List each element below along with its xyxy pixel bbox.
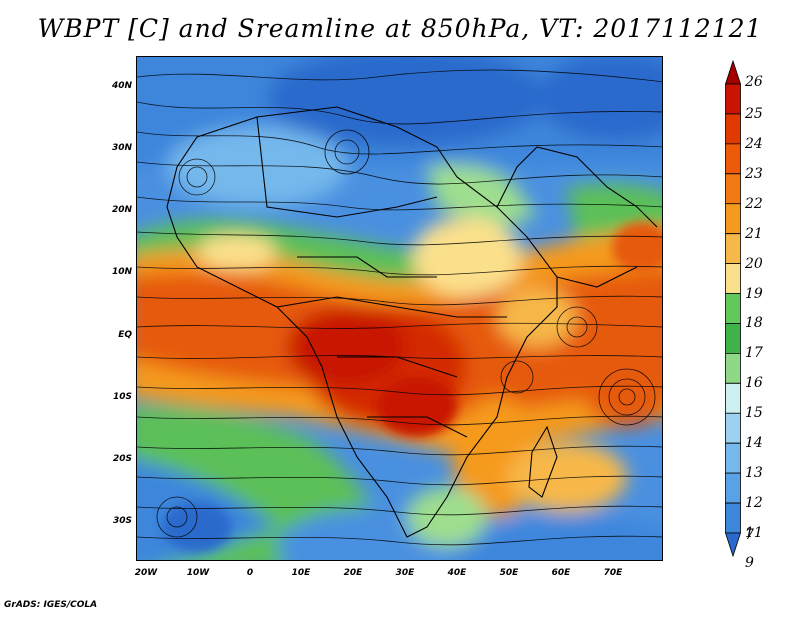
lat-label-10s: 10S — [112, 392, 132, 402]
colorbar-label: 19 — [745, 285, 763, 302]
streamlines — [137, 69, 662, 546]
colorbar-label: 18 — [745, 315, 763, 332]
lat-label-20n: 20N — [111, 205, 132, 215]
colorbar-label: 16 — [745, 375, 763, 392]
colorbar-label: 17 — [745, 345, 763, 362]
colorbar-box — [725, 352, 741, 384]
colorbar-label: 24 — [745, 135, 763, 152]
colorbar-box — [725, 412, 741, 444]
lat-label-eq: EQ — [118, 330, 132, 340]
colorbar-box — [725, 263, 741, 294]
colorbar-label: 21 — [745, 225, 763, 242]
colorbar-box — [725, 173, 741, 205]
colorbar-label: 23 — [745, 165, 763, 182]
lon-label-30e: 30E — [395, 568, 415, 578]
colorbar-box — [725, 83, 741, 115]
colorbar-top-arrow — [725, 60, 741, 85]
lon-label-0: 0 — [246, 568, 254, 578]
colorbar-box — [725, 502, 741, 534]
colorbar-label: 14 — [745, 435, 763, 452]
map-panel — [136, 56, 663, 561]
lat-label-30n: 30N — [111, 143, 132, 153]
colorbar-label: 15 — [745, 405, 763, 422]
colorbar-label: 26 — [745, 74, 763, 90]
colorbar-label: 12 — [745, 495, 763, 512]
colorbar-label: 22 — [745, 195, 763, 212]
lon-label-10w: 10W — [186, 568, 210, 578]
footer-credit: GrADS: IGES/COLA — [4, 600, 98, 610]
lon-label-70e: 70E — [603, 568, 623, 578]
lat-label-10n: 10N — [111, 267, 132, 277]
lon-label-10e: 10E — [291, 568, 311, 578]
colorbar-box — [725, 323, 741, 354]
colorbar-box — [725, 442, 741, 474]
lat-label-40n: 40N — [111, 81, 132, 91]
lon-label-60e: 60E — [551, 568, 571, 578]
lat-label-30s: 30S — [112, 516, 132, 526]
colorbar-label: 25 — [745, 105, 763, 122]
colorbar-label: 13 — [745, 465, 763, 482]
lon-label-20w: 20W — [134, 568, 158, 578]
colorbar-label: 11 — [745, 525, 763, 541]
colorbar-box — [725, 113, 741, 145]
chart-title: WBPT [C] and Sreamline at 850hPa, VT: 20… — [37, 14, 763, 43]
wbpt-field — [137, 57, 662, 560]
colorbar-bottom-arrow — [725, 532, 741, 557]
colorbar — [725, 60, 741, 557]
colorbar-label: 7 — [745, 527, 754, 543]
colorbar-box — [725, 143, 741, 175]
coastlines — [166, 106, 658, 538]
lon-label-20e: 20E — [343, 568, 363, 578]
colorbar-box — [725, 293, 741, 324]
lon-label-40e: 40E — [447, 568, 467, 578]
colorbar-label: 20 — [745, 255, 763, 272]
colorbar-box — [725, 203, 741, 235]
colorbar-label: 9 — [745, 554, 754, 571]
lon-label-50e: 50E — [499, 568, 519, 578]
lat-label-20s: 20S — [112, 454, 132, 464]
colorbar-box — [725, 233, 741, 265]
colorbar-box — [725, 382, 741, 414]
colorbar-box — [725, 472, 741, 504]
